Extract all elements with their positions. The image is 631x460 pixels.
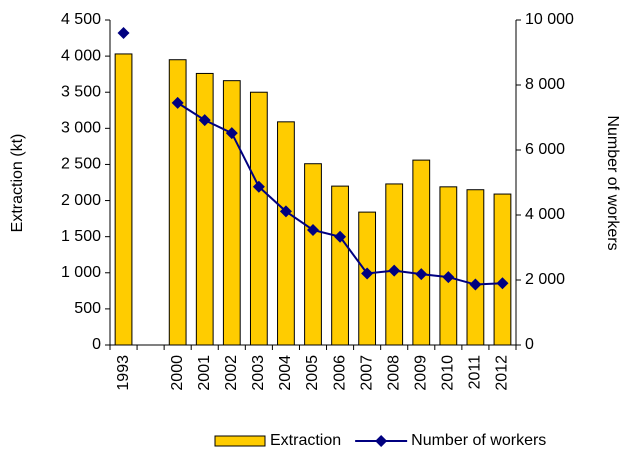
marker [225, 127, 238, 140]
bar [249, 91, 268, 346]
y-axis-title: Extraction (kt) [9, 134, 26, 233]
y-tick-label: 4 500 [61, 11, 101, 28]
bar [195, 72, 214, 346]
y-tick-label: 1 500 [61, 228, 101, 245]
y2-tick-label: 4 000 [525, 206, 565, 223]
y2-tick-label: 10 000 [525, 11, 574, 28]
x-tick-label: 2007 [358, 355, 375, 391]
x-tick-label: 2012 [494, 355, 511, 391]
legend-label: Extraction [270, 432, 341, 449]
y-tick-label: 1 000 [61, 264, 101, 281]
y-tick-label: 3 000 [61, 120, 101, 137]
x-tick-label: 2004 [277, 355, 294, 391]
y2-tick-label: 8 000 [525, 76, 565, 93]
x-tick-label: 2009 [412, 355, 429, 391]
marker [469, 278, 482, 291]
marker [415, 268, 428, 281]
marker [334, 230, 347, 243]
y-tick-label: 2 500 [61, 156, 101, 173]
y2-tick-label: 6 000 [525, 141, 565, 158]
marker [279, 205, 292, 218]
bar [385, 183, 404, 346]
marker [496, 277, 509, 290]
bar [304, 163, 322, 346]
bar [222, 80, 241, 346]
bar [493, 193, 512, 346]
x-tick-label: 2003 [250, 355, 267, 391]
x-tick-label: 2011 [467, 355, 484, 390]
x-tick-label: 2005 [304, 355, 321, 391]
x-tick-label: 2000 [169, 355, 186, 391]
y-tick-label: 0 [92, 336, 101, 353]
marker [117, 27, 130, 39]
x-tick-label: 2001 [196, 355, 213, 391]
marker [307, 223, 319, 236]
marker [442, 271, 455, 284]
y2-tick-label: 2 000 [525, 271, 565, 288]
x-tick-label: 1993 [115, 355, 132, 391]
marker [361, 267, 374, 280]
bar [439, 186, 458, 346]
y-tick-label: 3 500 [61, 83, 101, 100]
bar [114, 53, 133, 346]
marker [198, 114, 211, 127]
bar [168, 59, 187, 346]
y-tick-label: 2 000 [61, 192, 101, 209]
marker [388, 264, 401, 277]
y2-axis-title: Number of workers [604, 115, 621, 250]
bar [412, 159, 431, 346]
bar [331, 185, 349, 346]
y-tick-label: 500 [74, 300, 101, 317]
bar [277, 121, 295, 346]
marker [252, 180, 265, 193]
legend-marker [375, 435, 388, 447]
x-tick-label: 2010 [440, 355, 457, 391]
x-tick-label: 2002 [223, 355, 240, 391]
legend-swatch [214, 435, 266, 447]
x-tick-label: 2008 [385, 355, 402, 391]
x-tick-label: 2006 [331, 355, 348, 391]
bar [466, 189, 485, 346]
y2-tick-label: 0 [525, 336, 534, 353]
legend-label: Number of workers [411, 432, 546, 449]
y-tick-label: 4 000 [61, 47, 101, 64]
marker [171, 96, 184, 109]
